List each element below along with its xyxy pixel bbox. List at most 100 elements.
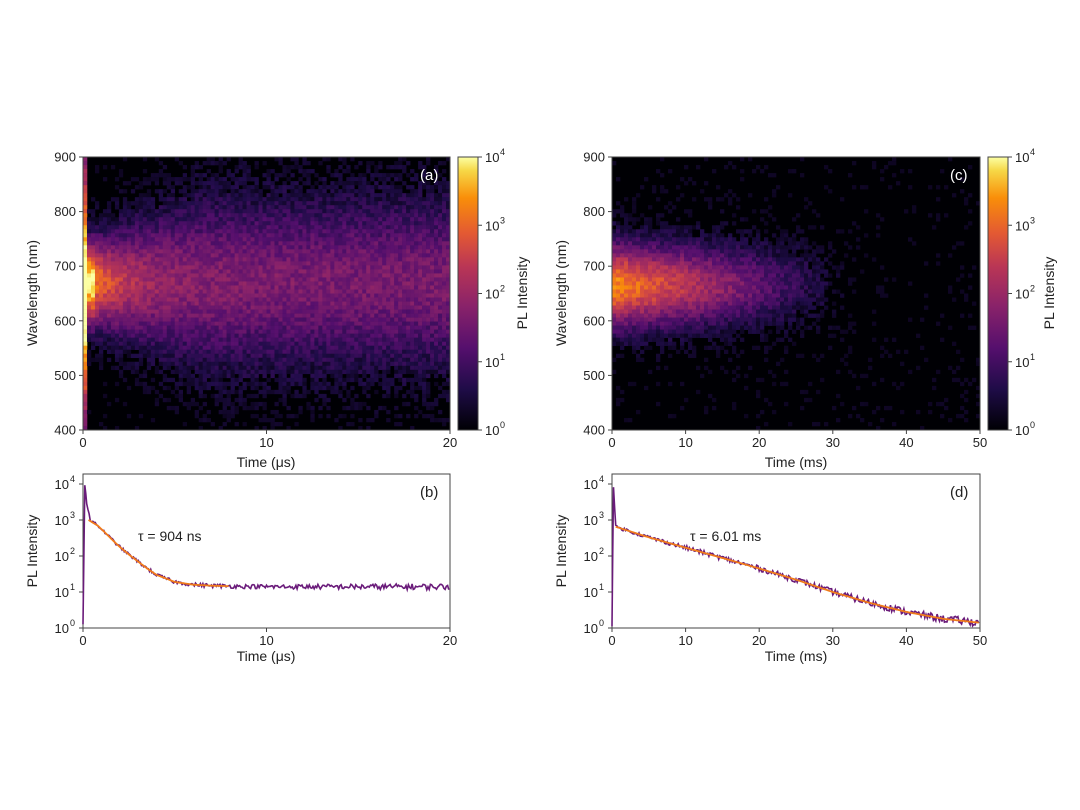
heatmap-cell bbox=[114, 265, 120, 270]
heatmap-cell bbox=[422, 229, 427, 234]
heatmap-cell bbox=[174, 337, 180, 342]
heatmap-cell bbox=[390, 321, 395, 326]
heatmap-cell bbox=[110, 233, 116, 238]
heatmap-cell bbox=[314, 181, 319, 186]
heatmap-cell bbox=[274, 309, 279, 314]
heatmap-cell bbox=[262, 281, 267, 286]
heatmap-cell bbox=[86, 353, 92, 359]
heatmap-cell bbox=[430, 333, 435, 338]
heatmap-cell bbox=[154, 345, 160, 350]
heatmap-cell bbox=[266, 209, 271, 214]
heatmap-cell bbox=[346, 297, 351, 302]
heatmap-cell bbox=[190, 401, 195, 407]
heatmap-cell bbox=[226, 273, 231, 278]
heatmap-cell bbox=[294, 281, 299, 286]
heatmap-cell bbox=[282, 369, 287, 375]
heatmap-cell bbox=[378, 193, 383, 198]
heatmap-cell bbox=[398, 173, 403, 178]
heatmap-cell bbox=[382, 193, 387, 198]
heatmap-cell bbox=[83, 353, 88, 359]
heatmap-cell bbox=[338, 173, 343, 178]
heatmap-cell bbox=[290, 361, 295, 367]
heatmap-cell bbox=[366, 161, 371, 166]
heatmap-cell bbox=[406, 285, 411, 290]
heatmap-cell bbox=[382, 225, 387, 230]
heatmap-cell bbox=[83, 173, 88, 178]
heatmap-cell bbox=[374, 173, 379, 178]
heatmap-cell bbox=[302, 277, 307, 282]
heatmap-cell bbox=[442, 285, 447, 290]
heatmap-cell bbox=[418, 349, 423, 355]
heatmap-cell bbox=[254, 385, 259, 391]
heatmap-cell bbox=[406, 241, 411, 246]
heatmap-cell bbox=[302, 389, 307, 395]
heatmap-cell bbox=[230, 321, 235, 326]
heatmap-cell bbox=[222, 373, 227, 379]
heatmap-cell bbox=[378, 249, 383, 254]
heatmap-cell bbox=[110, 221, 116, 226]
heatmap-cell bbox=[350, 309, 355, 314]
heatmap-cell bbox=[114, 269, 120, 274]
heatmap-cell bbox=[242, 277, 247, 282]
heatmap-cell bbox=[146, 313, 152, 318]
heatmap-cell bbox=[114, 249, 120, 254]
heatmap-cell bbox=[118, 229, 124, 234]
heatmap-cell bbox=[406, 337, 411, 342]
heatmap-cell bbox=[370, 417, 375, 423]
heatmap-cell bbox=[334, 357, 339, 363]
heatmap-cell bbox=[430, 261, 435, 266]
heatmap-cell bbox=[370, 353, 375, 359]
heatmap-cell bbox=[426, 365, 431, 371]
heatmap-cell bbox=[238, 357, 243, 363]
heatmap-cell bbox=[114, 345, 120, 350]
heatmap-cell bbox=[402, 197, 407, 202]
heatmap-cell bbox=[218, 281, 223, 286]
heatmap-cell bbox=[210, 213, 215, 218]
heatmap-cell bbox=[378, 361, 383, 367]
heatmap-cell bbox=[258, 277, 263, 282]
heatmap-cell bbox=[446, 381, 451, 387]
heatmap-cell bbox=[118, 313, 124, 318]
heatmap-cell bbox=[354, 277, 359, 282]
heatmap-cell bbox=[342, 337, 347, 342]
heatmap-cell bbox=[314, 293, 319, 298]
heatmap-cell bbox=[430, 401, 435, 407]
heatmap-cell bbox=[366, 317, 371, 322]
heatmap-cell bbox=[366, 269, 371, 274]
heatmap-cell bbox=[266, 257, 271, 262]
heatmap-cell bbox=[154, 337, 160, 342]
heatmap-cell bbox=[218, 213, 223, 218]
heatmap-cell bbox=[102, 393, 108, 399]
heatmap-cell bbox=[83, 165, 88, 170]
heatmap-cell bbox=[430, 273, 435, 278]
heatmap-cell bbox=[258, 369, 263, 375]
heatmap-cell bbox=[198, 265, 203, 270]
heatmap-cell bbox=[306, 321, 311, 326]
heatmap-cell bbox=[194, 193, 199, 198]
heatmap-cell bbox=[210, 357, 215, 363]
heatmap-cell bbox=[426, 349, 431, 355]
heatmap-cell bbox=[330, 213, 335, 218]
heatmap-cell bbox=[294, 261, 299, 266]
heatmap-cell bbox=[334, 257, 339, 262]
heatmap-cell bbox=[174, 297, 180, 302]
heatmap-cell bbox=[282, 361, 287, 367]
heatmap-cell bbox=[374, 261, 379, 266]
heatmap-cell bbox=[158, 237, 164, 242]
heatmap-cell bbox=[206, 317, 211, 322]
heatmap-cell bbox=[326, 317, 331, 322]
heatmap-cell bbox=[366, 265, 371, 270]
heatmap-cell bbox=[298, 301, 303, 306]
heatmap-cell bbox=[198, 353, 203, 359]
heatmap-cell bbox=[314, 281, 319, 286]
heatmap-cell bbox=[326, 289, 331, 294]
heatmap-cell bbox=[326, 365, 331, 371]
heatmap-cell bbox=[430, 237, 435, 242]
heatmap-cell bbox=[438, 209, 443, 214]
heatmap-cell bbox=[294, 157, 299, 162]
heatmap-cell bbox=[326, 309, 331, 314]
heatmap-cell bbox=[366, 229, 371, 234]
heatmap-cell bbox=[402, 205, 407, 210]
heatmap-cell bbox=[98, 361, 104, 367]
heatmap-cell bbox=[250, 293, 255, 298]
